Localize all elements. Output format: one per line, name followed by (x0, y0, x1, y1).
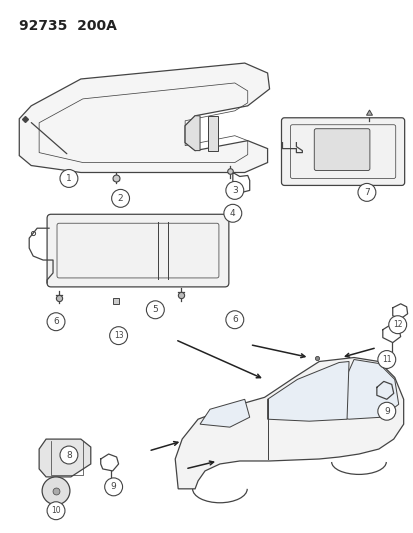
Polygon shape (39, 439, 90, 477)
Circle shape (377, 402, 395, 420)
Polygon shape (185, 116, 199, 151)
Circle shape (223, 204, 241, 222)
Polygon shape (175, 358, 403, 489)
FancyBboxPatch shape (47, 214, 228, 287)
Polygon shape (207, 116, 217, 151)
Circle shape (357, 183, 375, 201)
Text: 4: 4 (230, 209, 235, 218)
Circle shape (42, 477, 70, 505)
FancyBboxPatch shape (313, 129, 369, 171)
Circle shape (388, 316, 406, 334)
Circle shape (47, 313, 65, 330)
Text: 9: 9 (383, 407, 389, 416)
Polygon shape (267, 361, 348, 421)
Text: 12: 12 (392, 320, 401, 329)
Circle shape (377, 351, 395, 368)
Text: 7: 7 (363, 188, 369, 197)
FancyBboxPatch shape (281, 118, 404, 185)
Circle shape (60, 169, 78, 188)
Text: 3: 3 (231, 186, 237, 195)
Text: 1: 1 (66, 174, 71, 183)
Text: 6: 6 (53, 317, 59, 326)
Circle shape (112, 189, 129, 207)
Text: 5: 5 (152, 305, 158, 314)
Polygon shape (19, 63, 269, 173)
Text: 2: 2 (117, 194, 123, 203)
Circle shape (60, 446, 78, 464)
Circle shape (109, 327, 127, 345)
Text: 13: 13 (114, 331, 123, 340)
Text: 6: 6 (231, 315, 237, 324)
Polygon shape (199, 399, 249, 427)
Polygon shape (328, 360, 398, 419)
Circle shape (225, 181, 243, 199)
Circle shape (225, 311, 243, 329)
Circle shape (47, 502, 65, 520)
Text: 11: 11 (381, 355, 391, 364)
Circle shape (104, 478, 122, 496)
Text: 10: 10 (51, 506, 61, 515)
Circle shape (146, 301, 164, 319)
Text: 8: 8 (66, 450, 71, 459)
Text: 9: 9 (111, 482, 116, 491)
Text: 92735  200A: 92735 200A (19, 19, 117, 33)
